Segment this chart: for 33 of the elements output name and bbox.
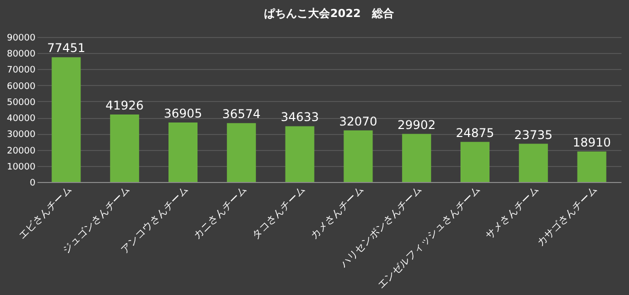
y-tick-label: 10000 [6, 162, 36, 172]
y-tick-label: 20000 [6, 146, 36, 156]
bar [226, 123, 256, 182]
x-tick-label: タコさんチーム [250, 184, 308, 242]
bar [110, 114, 140, 182]
y-tick-label: 90000 [6, 34, 36, 44]
y-tick-label: 50000 [6, 98, 36, 108]
y-tick-label: 30000 [6, 130, 36, 140]
y-tick-label: 80000 [6, 50, 36, 60]
chart-title: ぱちんこ大会2022 総合 [264, 7, 395, 20]
bar [285, 126, 314, 182]
x-tick-label: カニさんチーム [192, 184, 250, 242]
data-label: 77451 [47, 41, 86, 56]
bar [460, 142, 490, 182]
data-label: 29902 [398, 118, 436, 132]
data-label: 36905 [164, 106, 202, 121]
bar [168, 122, 198, 182]
data-label: 34633 [280, 110, 319, 124]
y-tick-label: 60000 [6, 82, 36, 92]
bar [52, 57, 81, 182]
data-label: 24875 [456, 126, 494, 140]
y-tick-label: 70000 [6, 66, 36, 76]
bar [577, 152, 606, 182]
data-label: 36574 [222, 107, 260, 122]
data-label: 18910 [572, 136, 611, 150]
y-tick-label: 40000 [6, 114, 36, 124]
bar [518, 144, 548, 182]
x-tick-label: カメさんチーム [308, 184, 366, 242]
bar [402, 134, 432, 182]
bar [344, 130, 373, 182]
data-label: 41926 [106, 98, 144, 112]
data-label: 32070 [339, 114, 378, 128]
data-label: 23735 [514, 128, 552, 142]
